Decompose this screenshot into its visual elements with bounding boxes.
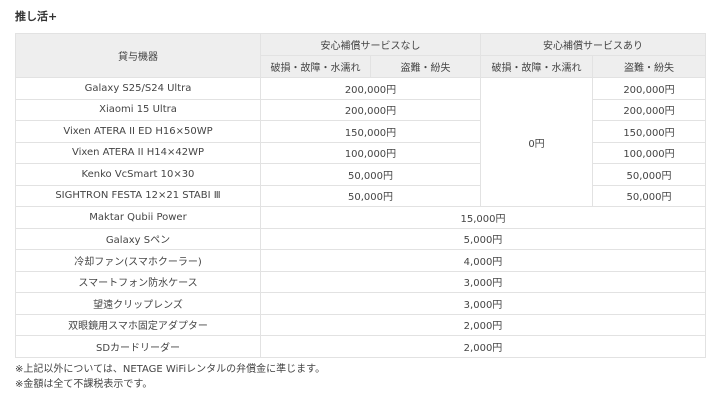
with-service-theft-price: 200,000円: [592, 98, 706, 121]
device-cell: SIGHTRON FESTA 12×21 STABI Ⅲ: [15, 184, 261, 207]
device-cell: Galaxy S25/S24 Ultra: [15, 77, 261, 100]
table-row: Galaxy S25/S24 Ultra 200,000円 0円 200,000円: [15, 77, 706, 207]
header-theft: 盗難・紛失: [370, 55, 481, 78]
section-title: 推し活+: [15, 10, 58, 23]
with-service-theft-price: 200,000円: [592, 77, 706, 100]
device-cell: Vixen ATERA II ED H16×50WP: [15, 120, 261, 143]
device-cell: スマートフォン防水ケース: [15, 270, 261, 293]
with-service-theft-price: 50,000円: [592, 184, 706, 207]
device-cell: Xiaomi 15 Ultra: [15, 98, 261, 121]
table-row: Kenko VcSmart 10×30 50,000円 50,000円: [15, 163, 706, 186]
compensation-table: 貸与機器 安心補償サービスなし 安心補償サービスあり 破損・故障・水濡れ 盗難・…: [15, 33, 706, 358]
table-row: スマートフォン防水ケース 3,000円: [15, 270, 706, 293]
price-cell: 2,000円: [260, 335, 706, 358]
price-cell: 3,000円: [260, 292, 706, 315]
table-row: 望遠クリップレンズ 3,000円: [15, 292, 706, 315]
header-theft: 盗難・紛失: [592, 55, 706, 78]
with-service-theft-price: 50,000円: [592, 163, 706, 186]
table-row: Xiaomi 15 Ultra 200,000円 200,000円: [15, 98, 706, 121]
price-cell: 5,000円: [260, 227, 706, 250]
with-service-damage-price: 0円: [480, 77, 593, 207]
with-service-theft-price: 150,000円: [592, 120, 706, 143]
without-service-price: 50,000円: [260, 184, 481, 207]
without-service-price: 150,000円: [260, 120, 481, 143]
price-cell: 15,000円: [260, 206, 706, 229]
header-with-service: 安心補償サービスあり: [480, 33, 706, 56]
table-row: 双眼鏡用スマホ固定アダプター 2,000円: [15, 313, 706, 336]
without-service-price: 200,000円: [260, 77, 481, 100]
without-service-price: 200,000円: [260, 98, 481, 121]
header-damage: 破損・故障・水濡れ: [480, 55, 593, 78]
device-cell: Kenko VcSmart 10×30: [15, 163, 261, 186]
note: ※金額は全て不課税表示です。: [15, 379, 153, 390]
header-damage: 破損・故障・水濡れ: [260, 55, 371, 78]
table-row: 冷却ファン(スマホクーラー) 4,000円: [15, 249, 706, 272]
device-cell: 双眼鏡用スマホ固定アダプター: [15, 313, 261, 336]
table-row: Galaxy Sペン 5,000円: [15, 227, 706, 250]
header-without-service: 安心補償サービスなし: [260, 33, 481, 56]
device-cell: 望遠クリップレンズ: [15, 292, 261, 315]
device-cell: Maktar Qubii Power: [15, 206, 261, 229]
table-row: SDカードリーダー 2,000円: [15, 335, 706, 358]
price-cell: 4,000円: [260, 249, 706, 272]
price-cell: 3,000円: [260, 270, 706, 293]
price-cell: 2,000円: [260, 313, 706, 336]
without-service-price: 100,000円: [260, 141, 481, 164]
note: ※上記以外については、NETAGE WiFiレンタルの弁償金に準じます。: [15, 364, 326, 375]
table-row: Vixen ATERA II H14×42WP 100,000円 100,000円: [15, 141, 706, 164]
notes: ※上記以外については、NETAGE WiFiレンタルの弁償金に準じます。 ※金額…: [15, 362, 325, 392]
device-cell: Vixen ATERA II H14×42WP: [15, 141, 261, 164]
device-cell: SDカードリーダー: [15, 335, 261, 358]
table-row: SIGHTRON FESTA 12×21 STABI Ⅲ 50,000円 50,00…: [15, 184, 706, 207]
table-row: Vixen ATERA II ED H16×50WP 150,000円 150,00…: [15, 120, 706, 143]
with-service-theft-price: 100,000円: [592, 141, 706, 164]
header-device: 貸与機器: [15, 33, 261, 78]
device-cell: Galaxy Sペン: [15, 227, 261, 250]
without-service-price: 50,000円: [260, 163, 481, 186]
table-row: Maktar Qubii Power 15,000円: [15, 206, 706, 229]
device-cell: 冷却ファン(スマホクーラー): [15, 249, 261, 272]
